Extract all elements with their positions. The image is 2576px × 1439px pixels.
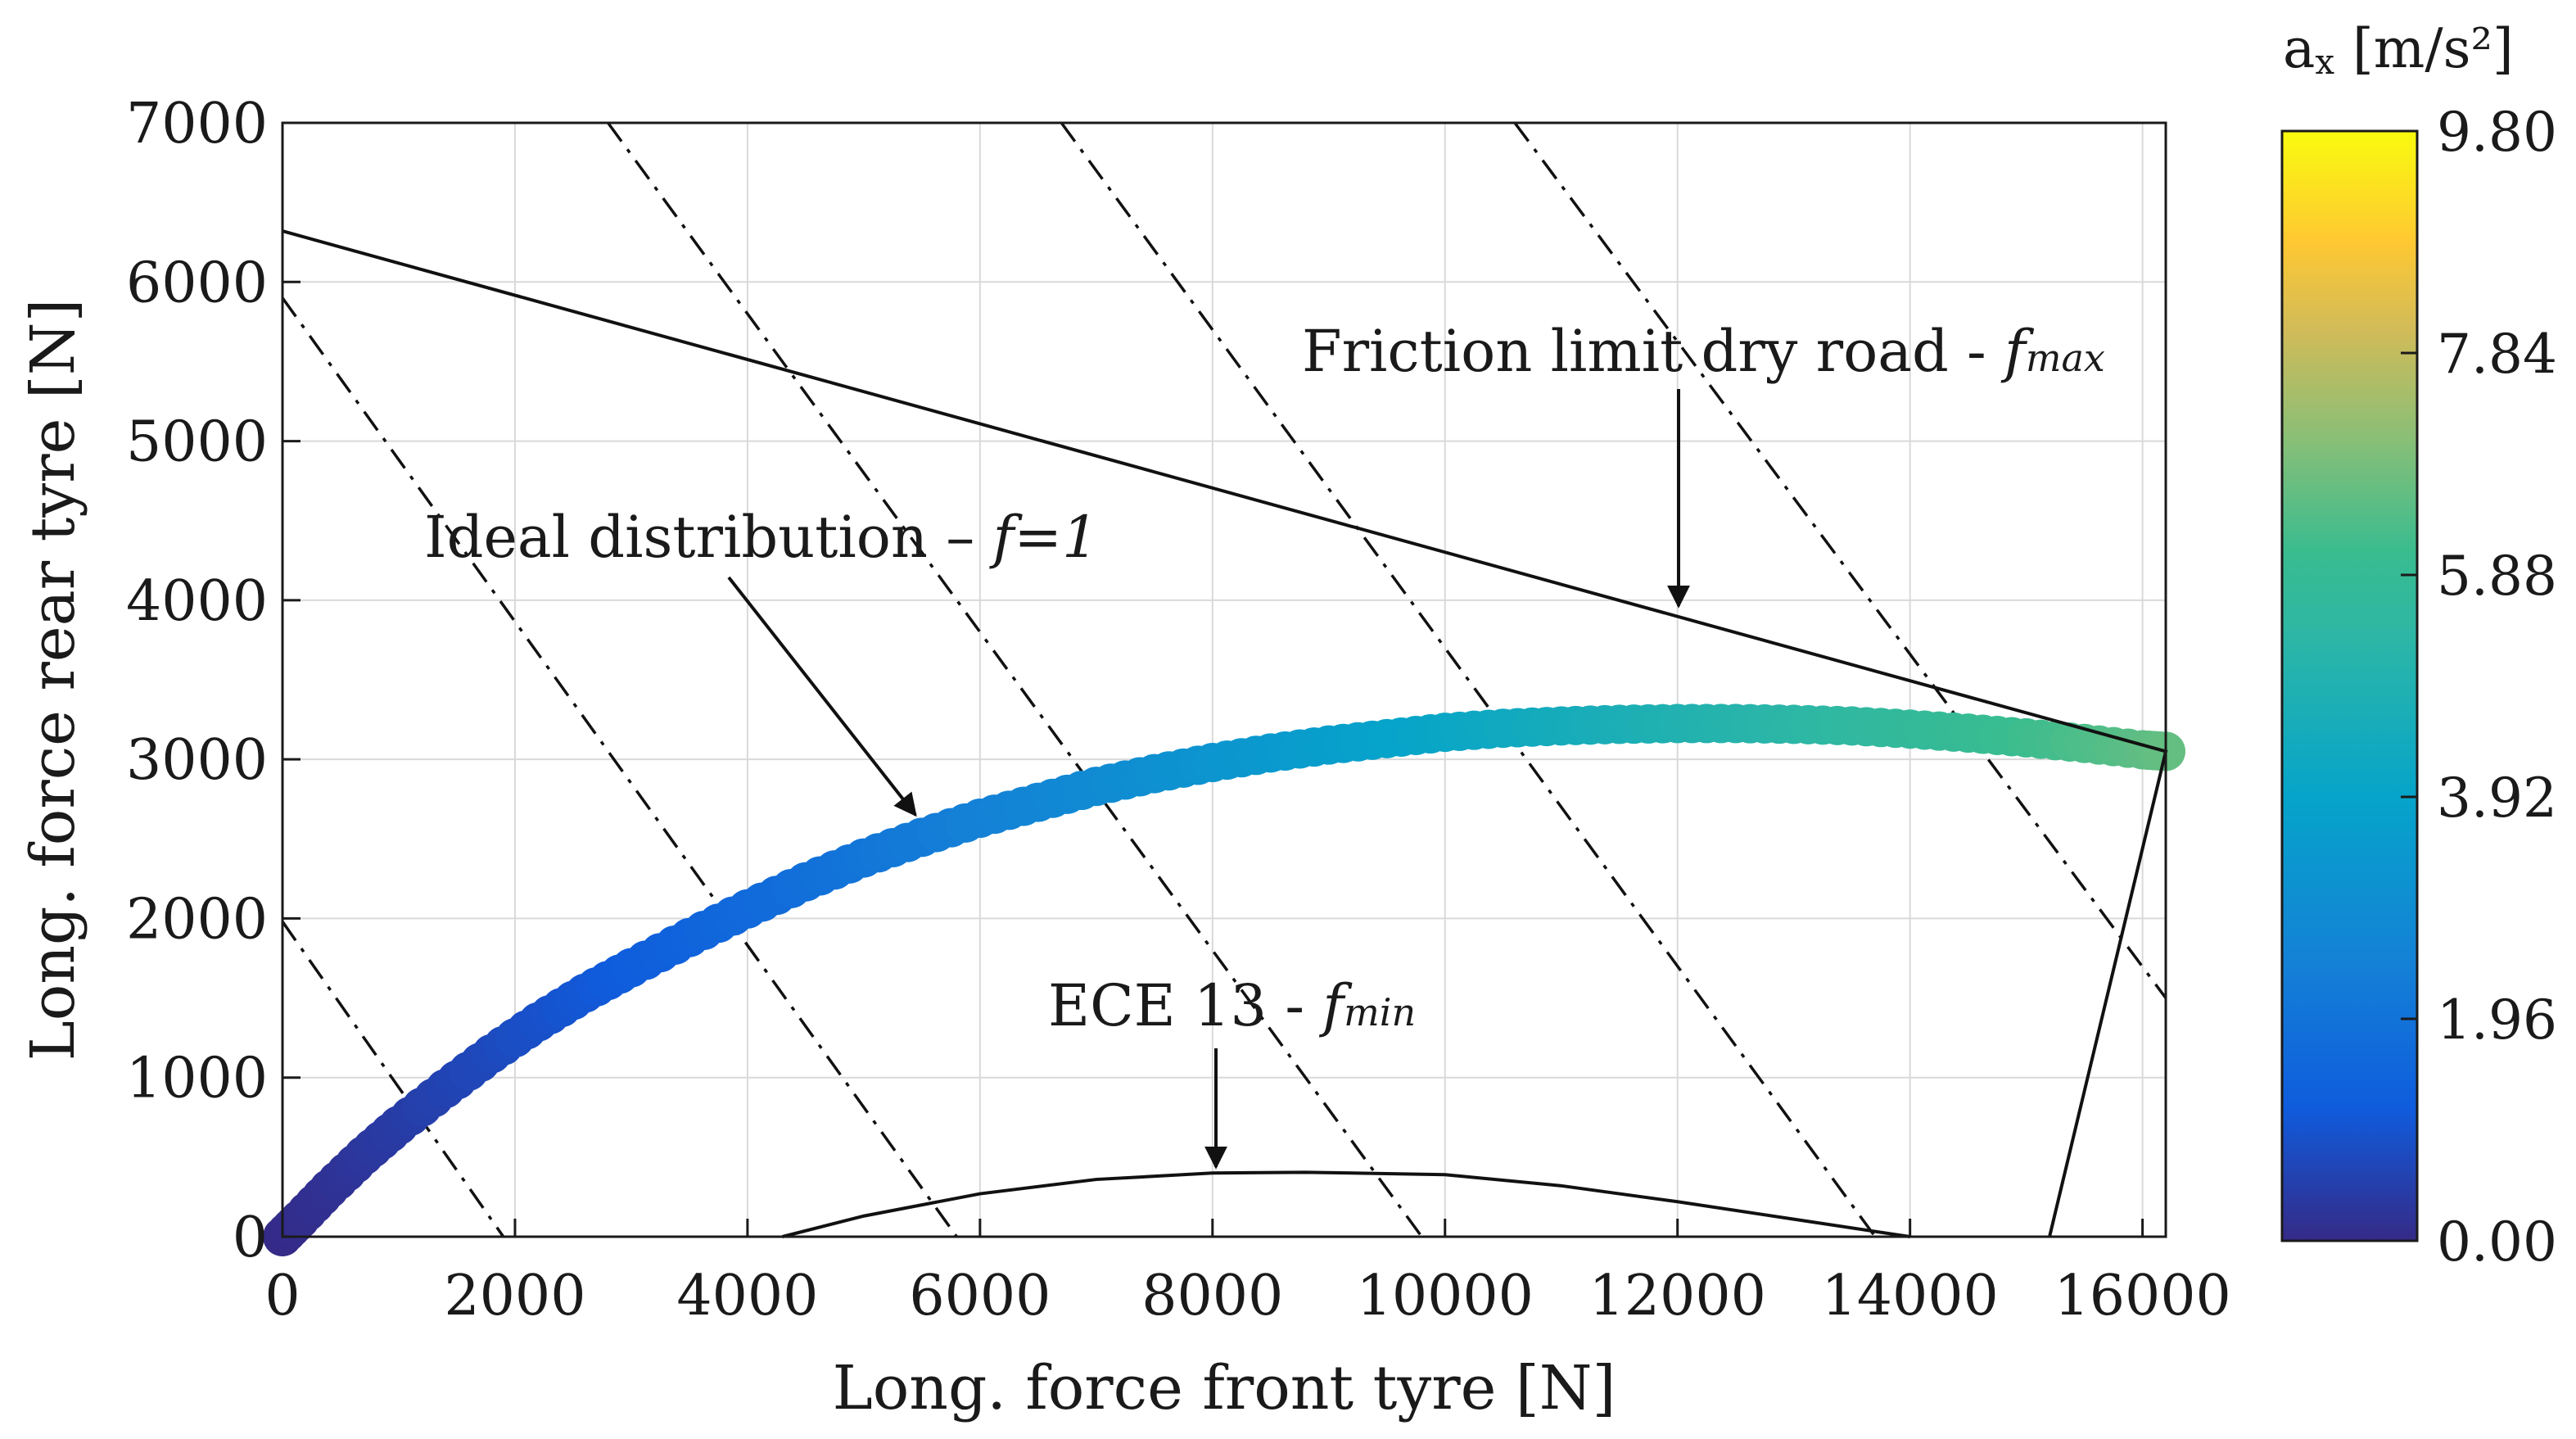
y-tick-label: 4000 (126, 569, 268, 634)
deceleration-line (282, 296, 958, 1237)
y-axis-ticks: 0 1000 2000 3000 4000 5000 6000 7000 (126, 92, 301, 1270)
colorbar-tick-label: 3.92 (2437, 767, 2557, 830)
y-tick-label: 1000 (126, 1047, 268, 1111)
svg-text:Friction limit dry road - fmax: Friction limit dry road - fmax (1302, 318, 2105, 385)
colorbar-gradient (2280, 129, 2419, 1242)
plot-frame (281, 121, 2167, 1238)
deceleration-line (1513, 123, 2166, 999)
ece13-curve (782, 1170, 1910, 1238)
annotation-ideal-arrow (727, 576, 917, 817)
annotation-ece-sub: min (1344, 990, 1416, 1034)
annotation-ece-text: ECE 13 - (1048, 972, 1322, 1039)
colorbar-tick-label: 5.88 (2437, 545, 2557, 608)
deceleration-line (607, 123, 1423, 1237)
svg-text:Ideal distribution – f=1: Ideal distribution – f=1 (424, 504, 1099, 571)
y-tick-label: 3000 (126, 728, 268, 793)
colorbar-tick-label: 9.80 (2437, 101, 2557, 164)
colorbar-tick-label: 7.84 (2437, 323, 2557, 386)
annotation-ideal-text: Ideal distribution – (424, 504, 993, 571)
colorbar-ticks: 0.00 1.96 3.92 5.88 7.84 9.80 (2401, 101, 2557, 1274)
y-tick-label: 2000 (126, 887, 268, 952)
y-axis-label: Long. force rear tyre [N] (18, 299, 88, 1061)
x-tick-label: 12000 (1589, 1264, 1766, 1328)
annotation-ideal-f: f=1 (989, 504, 1099, 571)
y-tick-label: 6000 (126, 251, 268, 315)
x-tick-label: 8000 (1141, 1264, 1283, 1328)
colorbar-tick-label: 1.96 (2437, 989, 2557, 1052)
ideal-distribution-scatter (263, 704, 2185, 1256)
x-tick-label: 16000 (2054, 1264, 2230, 1328)
svg-text:ECE 13 - fmin: ECE 13 - fmin (1048, 972, 1416, 1039)
y-tick-label: 7000 (126, 92, 268, 156)
annotation-friction-limit: Friction limit dry road - fmax (1302, 318, 2105, 609)
x-tick-label: 10000 (1357, 1264, 1534, 1328)
annotation-friction-text: Friction limit dry road - (1302, 318, 2004, 385)
deceleration-line (282, 921, 505, 1237)
x-axis-label: Long. force front tyre [N] (833, 1353, 1616, 1423)
annotation-ideal-distribution: Ideal distribution – f=1 (424, 504, 1099, 817)
x-tick-label: 14000 (1821, 1264, 1998, 1328)
y-tick-label: 0 (233, 1206, 268, 1270)
colorbar: ax [m/s²] 0.00 1.96 3.92 5.88 7.84 9.80 (2280, 17, 2557, 1274)
constant-deceleration-lines (282, 123, 2166, 1237)
deceleration-line (1060, 123, 1877, 1237)
x-tick-label: 0 (264, 1264, 300, 1328)
y-tick-label: 5000 (126, 410, 268, 475)
x-tick-label: 2000 (444, 1264, 585, 1328)
x-tick-label: 6000 (909, 1264, 1051, 1328)
colorbar-tick-label: 0.00 (2437, 1210, 2557, 1274)
x-axis-ticks: 0 2000 4000 6000 8000 10000 12000 14000 16000 (264, 1219, 2231, 1328)
grid-lines (282, 122, 2166, 1237)
colorbar-title: ax [m/s²] (2283, 17, 2514, 82)
annotation-ece13: ECE 13 - fmin (1048, 972, 1416, 1170)
x-tick-label: 4000 (676, 1264, 818, 1328)
annotation-friction-sub: max (2026, 336, 2105, 380)
